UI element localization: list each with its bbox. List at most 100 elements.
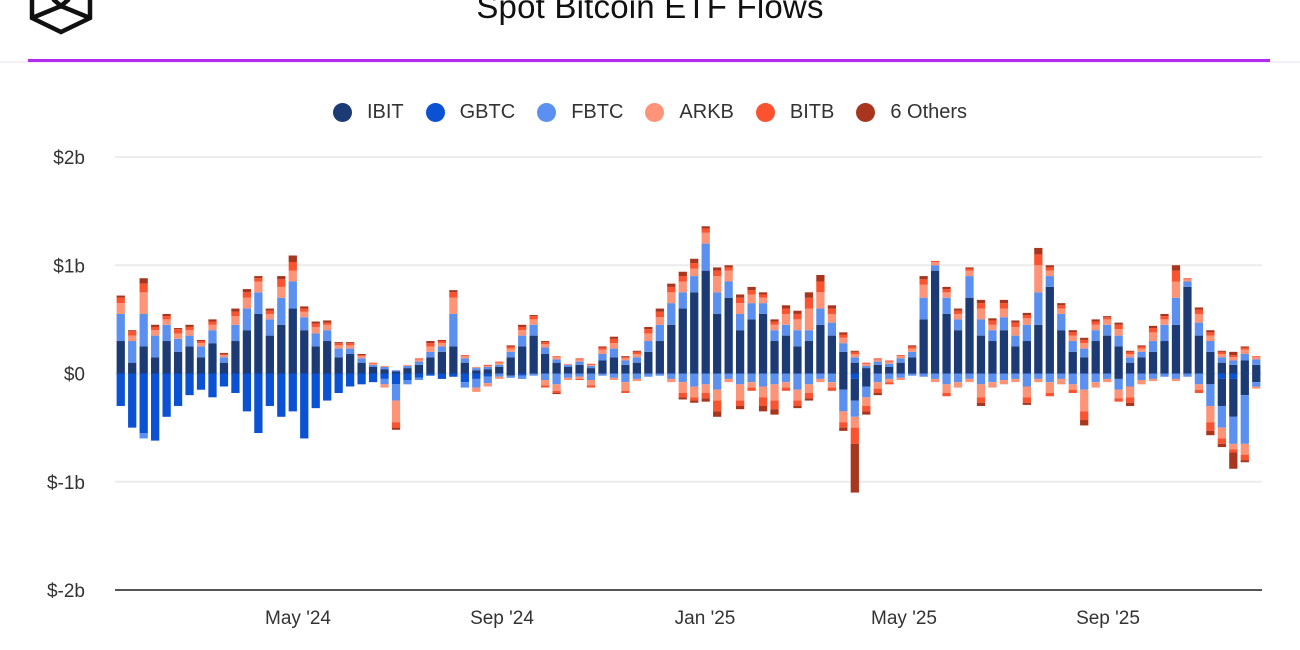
flow-bar-26[interactable] bbox=[414, 358, 424, 380]
flow-bar-40[interactable] bbox=[575, 358, 584, 380]
flow-bar-46[interactable] bbox=[644, 326, 653, 377]
flow-bar-41[interactable] bbox=[586, 363, 596, 388]
legend-item-bitb[interactable]: BITB bbox=[755, 101, 834, 124]
flow-bar-73[interactable] bbox=[953, 308, 963, 388]
legend-item-fbtc[interactable]: FBTC bbox=[537, 101, 623, 124]
flow-bar-83[interactable] bbox=[1068, 330, 1077, 393]
flow-bar-30[interactable] bbox=[460, 355, 469, 388]
flow-bar-8[interactable] bbox=[208, 319, 217, 398]
flow-bar-3[interactable] bbox=[151, 324, 160, 441]
flow-bar-36[interactable] bbox=[529, 315, 538, 376]
flow-bar-12[interactable] bbox=[254, 276, 263, 434]
flow-bar-29[interactable] bbox=[449, 290, 458, 377]
flow-bar-32[interactable] bbox=[483, 364, 492, 387]
flow-bar-82[interactable] bbox=[1057, 303, 1066, 385]
flow-bar-51[interactable] bbox=[701, 226, 710, 402]
flow-bar-94[interactable] bbox=[1194, 307, 1204, 393]
flow-bar-22[interactable] bbox=[368, 362, 378, 383]
flow-bar-69[interactable] bbox=[908, 345, 917, 376]
flow-bar-97[interactable] bbox=[1229, 351, 1238, 469]
flow-bar-19[interactable] bbox=[334, 342, 343, 393]
flow-bar-50[interactable] bbox=[690, 258, 699, 403]
flow-bar-77[interactable] bbox=[999, 299, 1009, 385]
flow-bar-14[interactable] bbox=[277, 276, 286, 417]
flow-bar-61[interactable] bbox=[816, 274, 825, 383]
flow-bar-17[interactable] bbox=[311, 321, 320, 409]
flow-bar-60[interactable] bbox=[804, 292, 814, 401]
flow-bar-33[interactable] bbox=[495, 361, 504, 379]
flow-bar-78[interactable] bbox=[1011, 320, 1020, 383]
flow-bar-38[interactable] bbox=[552, 356, 561, 395]
flow-bar-90[interactable] bbox=[1148, 325, 1158, 382]
flow-bar-59[interactable] bbox=[793, 310, 802, 409]
flow-bar-99[interactable] bbox=[1252, 356, 1261, 389]
flow-bar-79[interactable] bbox=[1022, 312, 1031, 405]
flow-bar-67[interactable] bbox=[885, 360, 894, 385]
flow-bar-23[interactable] bbox=[380, 365, 389, 388]
flow-bar-5[interactable] bbox=[173, 328, 183, 406]
flow-bar-28[interactable] bbox=[437, 339, 447, 379]
flow-bar-31[interactable] bbox=[472, 367, 481, 392]
flow-bar-47[interactable] bbox=[655, 308, 664, 376]
flow-bar-62[interactable] bbox=[827, 305, 837, 391]
flow-bar-56[interactable] bbox=[758, 292, 768, 412]
flow-bar-0[interactable] bbox=[116, 295, 125, 406]
flow-bar-85[interactable] bbox=[1091, 319, 1100, 388]
flow-bar-87[interactable] bbox=[1114, 322, 1123, 402]
flow-bar-49[interactable] bbox=[678, 271, 687, 400]
flow-bar-20[interactable] bbox=[346, 342, 355, 387]
flow-bar-53[interactable] bbox=[724, 265, 733, 383]
flow-bar-70[interactable] bbox=[919, 276, 928, 377]
flow-bar-88[interactable] bbox=[1125, 350, 1135, 406]
flow-bar-58[interactable] bbox=[781, 305, 791, 391]
flow-bar-42[interactable] bbox=[598, 346, 607, 376]
flow-bar-25[interactable] bbox=[403, 364, 412, 385]
flow-bar-64[interactable] bbox=[850, 350, 859, 493]
flow-bar-21[interactable] bbox=[357, 354, 366, 385]
flow-bar-18[interactable] bbox=[323, 320, 332, 401]
flow-bar-71[interactable] bbox=[930, 260, 940, 383]
legend-item-gbtc[interactable]: GBTC bbox=[425, 101, 515, 124]
flow-bar-96[interactable] bbox=[1217, 350, 1226, 448]
flow-bar-48[interactable] bbox=[667, 283, 676, 383]
flow-bar-95[interactable] bbox=[1206, 330, 1215, 436]
flow-bar-10[interactable] bbox=[231, 308, 240, 393]
flow-bar-98[interactable] bbox=[1240, 346, 1249, 463]
flow-bar-7[interactable] bbox=[196, 339, 206, 390]
flow-bar-63[interactable] bbox=[839, 332, 848, 431]
flow-bar-44[interactable] bbox=[621, 356, 630, 393]
flow-bar-80[interactable] bbox=[1034, 247, 1043, 383]
flow-bar-57[interactable] bbox=[770, 319, 779, 415]
flow-bar-1[interactable] bbox=[128, 330, 137, 428]
legend-item-others[interactable]: 6 Others bbox=[856, 101, 967, 124]
flow-bar-81[interactable] bbox=[1045, 265, 1054, 397]
flow-bar-24[interactable] bbox=[391, 370, 401, 430]
flow-bar-54[interactable] bbox=[735, 294, 745, 410]
flow-bar-52[interactable] bbox=[713, 267, 722, 417]
flow-bar-74[interactable] bbox=[965, 267, 974, 383]
flow-bar-93[interactable] bbox=[1183, 278, 1192, 377]
flow-bar-76[interactable] bbox=[988, 318, 997, 388]
flow-bar-6[interactable] bbox=[185, 324, 194, 396]
flow-bar-35[interactable] bbox=[518, 324, 527, 379]
flow-bar-16[interactable] bbox=[300, 306, 309, 439]
flow-bar-43[interactable] bbox=[609, 336, 619, 380]
flow-bar-11[interactable] bbox=[242, 289, 252, 412]
flow-bar-84[interactable] bbox=[1080, 337, 1089, 426]
flow-bar-34[interactable] bbox=[506, 345, 515, 378]
flow-bar-45[interactable] bbox=[632, 350, 642, 382]
flow-bar-55[interactable] bbox=[747, 286, 756, 391]
flow-bar-68[interactable] bbox=[896, 355, 905, 380]
flow-bar-27[interactable] bbox=[426, 341, 435, 376]
flow-bar-13[interactable] bbox=[265, 308, 274, 406]
legend-item-arkb[interactable]: ARKB bbox=[645, 101, 734, 124]
flow-bar-91[interactable] bbox=[1160, 313, 1169, 377]
flow-bar-89[interactable] bbox=[1137, 345, 1146, 385]
flow-bar-86[interactable] bbox=[1103, 316, 1112, 383]
flow-bar-39[interactable] bbox=[563, 363, 573, 380]
flow-bar-9[interactable] bbox=[219, 352, 229, 387]
flow-bar-72[interactable] bbox=[942, 286, 951, 397]
flow-bar-15[interactable] bbox=[288, 255, 297, 412]
flow-bar-2[interactable] bbox=[139, 278, 148, 439]
flow-bar-75[interactable] bbox=[976, 299, 986, 406]
